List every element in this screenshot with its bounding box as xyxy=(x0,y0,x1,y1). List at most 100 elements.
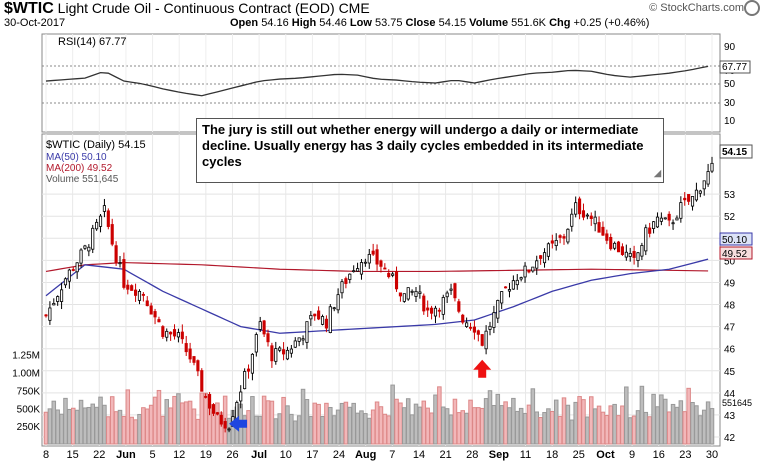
volume-bar xyxy=(203,392,208,445)
candle-body xyxy=(145,300,149,307)
candle-body xyxy=(91,227,95,250)
candle-body xyxy=(258,321,262,330)
volume-bar xyxy=(573,401,578,445)
volume-tick: 1.00M xyxy=(12,369,40,380)
candle-body xyxy=(406,287,410,300)
volume-bar xyxy=(191,408,197,445)
candle-body xyxy=(305,321,309,343)
volume-bar xyxy=(655,406,660,445)
candle-body xyxy=(102,205,106,212)
volume-bar xyxy=(398,402,403,445)
annotation-text: The jury is still out whether energy wil… xyxy=(202,122,644,169)
annotation-box[interactable]: The jury is still out whether energy wil… xyxy=(196,118,664,183)
candle-body xyxy=(449,288,453,291)
volume-bar xyxy=(308,416,314,445)
volume-bar xyxy=(82,407,88,445)
candle-body xyxy=(437,309,441,312)
candle-body xyxy=(632,251,636,258)
volume-bar xyxy=(133,419,138,445)
candle-body xyxy=(663,217,667,220)
cycle-arrows xyxy=(229,359,492,432)
volume-bar xyxy=(86,406,92,445)
resize-grip-icon[interactable]: ◢ xyxy=(654,168,661,178)
volume-bar xyxy=(507,407,512,445)
candle-body xyxy=(63,278,68,286)
volume-bar xyxy=(631,415,637,445)
low-value: 53.75 xyxy=(374,17,403,29)
volume-bar xyxy=(476,407,481,445)
candle-body xyxy=(527,269,531,273)
candle-body xyxy=(476,330,480,335)
candle-body xyxy=(204,396,208,398)
symbol: $WTIC xyxy=(4,0,54,17)
volume-bar xyxy=(250,396,255,445)
volume-bar xyxy=(405,398,411,445)
candle-body xyxy=(500,291,504,304)
volume-bar xyxy=(460,410,465,445)
candle-body xyxy=(332,307,336,310)
price-tick: 50 xyxy=(724,256,736,267)
candle-body xyxy=(593,216,597,225)
candle-body xyxy=(243,371,247,390)
volume-bar xyxy=(483,398,489,445)
candle-body xyxy=(289,348,293,354)
stockcharts-watermark: © StockCharts.com xyxy=(649,2,744,14)
candle-body xyxy=(239,391,243,402)
candle-body xyxy=(126,284,130,290)
price-tick: 47 xyxy=(724,323,736,334)
ma50-line xyxy=(45,258,709,334)
x-tick-label: Jul xyxy=(251,449,267,461)
x-tick-label: 16 xyxy=(653,449,665,461)
volume-bar xyxy=(300,388,306,445)
volume-bar xyxy=(444,408,450,445)
ma50-legend: MA(50) 50.10 xyxy=(46,152,107,163)
gear-icon[interactable] xyxy=(744,0,760,16)
chg-value: +0.25 (+0.46%) xyxy=(573,17,650,29)
candle-body xyxy=(320,316,325,325)
candle-body xyxy=(601,226,605,236)
rsi-legend: RSI(14) 67.77 xyxy=(58,36,126,48)
price-panel-frame xyxy=(41,133,721,447)
x-tick-label: 15 xyxy=(67,449,79,461)
candle-body xyxy=(698,190,702,194)
candle-body xyxy=(574,202,578,215)
candle-body xyxy=(445,292,449,298)
candle-body xyxy=(402,293,406,302)
candle-body xyxy=(246,368,251,372)
volume-bar xyxy=(561,397,567,445)
volume-bar xyxy=(487,390,493,445)
volume-bar xyxy=(382,413,388,445)
rsi-tick: 30 xyxy=(724,98,736,109)
volume-bar xyxy=(456,412,462,445)
candle-body xyxy=(262,320,266,335)
candle-body xyxy=(122,259,126,288)
ma200-tag-label: 49.52 xyxy=(722,249,747,260)
candle-body xyxy=(157,319,161,323)
volume-bar xyxy=(565,404,571,445)
volume-bar xyxy=(530,388,536,445)
candle-body xyxy=(690,196,695,207)
volume-bar xyxy=(620,405,625,445)
volume-bar xyxy=(682,411,687,445)
exchange: CME xyxy=(338,0,370,16)
volume-tick: 750K xyxy=(17,386,41,397)
x-tick-label: 23 xyxy=(679,449,691,461)
rsi-tick: 50 xyxy=(724,79,736,90)
candle-body xyxy=(581,210,586,218)
volume-bar xyxy=(312,402,317,445)
volume-bar xyxy=(145,408,150,445)
volume-bar xyxy=(378,406,384,445)
volume-bar xyxy=(109,396,115,445)
candle-body xyxy=(211,404,216,414)
volume-bar xyxy=(335,409,341,445)
candle-body xyxy=(683,197,687,201)
candle-body xyxy=(313,313,317,317)
candle-body xyxy=(208,394,212,409)
candle-body xyxy=(297,337,301,342)
volume-bar xyxy=(355,412,360,445)
candle-body xyxy=(652,221,656,229)
volume-bar xyxy=(557,415,563,445)
candle-body xyxy=(387,272,391,278)
volume-bar xyxy=(670,403,676,445)
candle-body xyxy=(367,253,371,264)
